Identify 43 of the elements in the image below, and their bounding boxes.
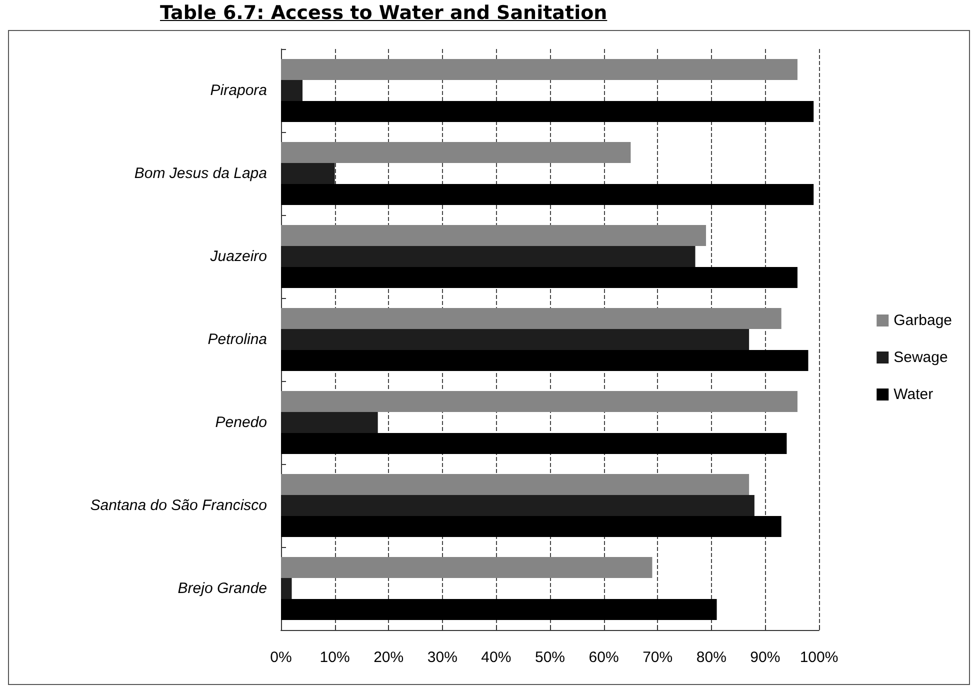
bar [281,516,782,538]
x-tick-label: 100% [800,649,838,666]
bar [281,101,814,122]
x-tick-label: 90% [750,649,780,666]
x-tick-label: 70% [642,649,673,666]
bar [281,556,652,578]
x-tick-label: 10% [320,649,350,666]
legend-label: Water [894,386,934,403]
bar [281,412,378,434]
y-tick-label: Santana do São Francisco [90,497,267,514]
bar [281,474,750,495]
bar [281,142,631,163]
bar [281,224,706,246]
y-tick-label: Bom Jesus da Lapa [134,165,267,182]
bar [281,390,798,412]
bar [281,308,782,329]
y-tick-label: Penedo [215,414,267,431]
x-tick-label: 60% [588,649,619,666]
x-tick-label: 0% [270,649,292,666]
bar [281,494,754,516]
x-tick-label: 80% [696,649,726,666]
x-tick-label: 50% [534,649,566,666]
x-tick-label: 30% [427,649,458,666]
bar [281,162,335,184]
bar [281,433,787,454]
y-tick-label: Juazeiro [209,248,267,265]
bar [281,578,292,600]
x-tick-label: 20% [374,649,404,666]
bar [281,267,798,288]
bar [281,246,696,268]
bar [281,599,717,620]
y-tick-label: Pirapora [210,82,267,99]
bar [281,350,808,372]
bar [281,58,798,80]
bar [281,184,814,206]
legend-label: Garbage [894,312,952,329]
y-tick-label: Petrolina [208,331,267,348]
x-tick-label: 40% [481,649,512,666]
bar [281,80,303,102]
bar [281,328,750,350]
legend-label: Sewage [894,349,948,366]
chart-title: Table 6.7: Access to Water and Sanitation [160,2,608,24]
y-tick-label: Brejo Grande [178,580,267,597]
